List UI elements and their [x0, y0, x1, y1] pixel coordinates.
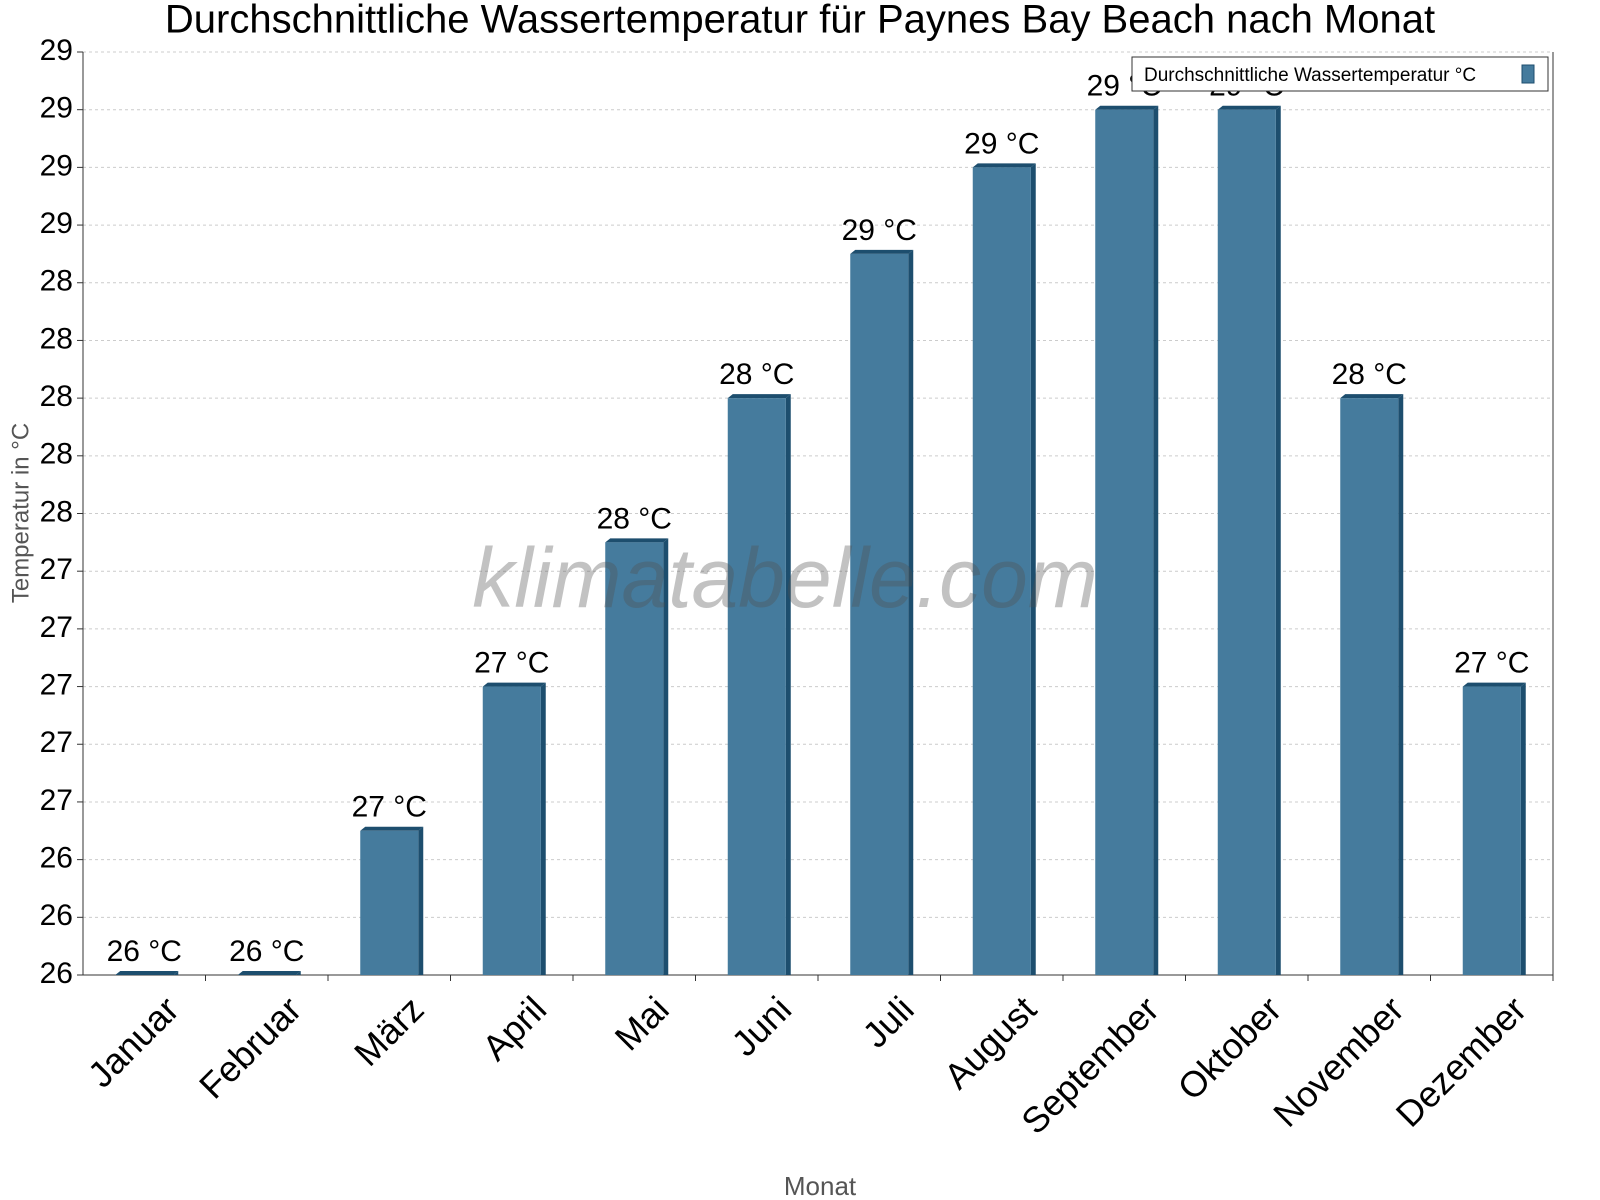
y-tick-label: 29 — [40, 34, 73, 67]
bar-top — [1095, 105, 1159, 110]
chart-title: Durchschnittliche Wassertemperatur für P… — [165, 0, 1435, 42]
x-tick-label: Dezember — [1388, 988, 1534, 1134]
y-tick-label: 28 — [40, 495, 73, 528]
value-label: 26 °C — [229, 935, 304, 968]
bar-side — [1398, 394, 1404, 975]
y-tick-label: 28 — [40, 322, 73, 355]
bar-side — [908, 249, 914, 975]
x-tick-label: August — [936, 988, 1044, 1096]
x-tick-label: April — [474, 988, 554, 1068]
legend-swatch — [1521, 64, 1535, 84]
watermark: klimatabelle.com — [472, 531, 1098, 625]
x-tick-label: Februar — [191, 988, 309, 1106]
value-label: 26 °C — [107, 935, 182, 968]
bar-top — [1340, 394, 1404, 399]
bar-side — [1275, 105, 1281, 975]
bar — [1340, 398, 1399, 975]
x-axis-label: Monat — [784, 1171, 857, 1200]
x-tick-label: November — [1265, 988, 1411, 1134]
value-label: 28 °C — [597, 502, 672, 535]
y-tick-label: 27 — [40, 553, 73, 586]
y-tick-label: 27 — [40, 726, 73, 759]
bar — [482, 686, 541, 975]
value-label: 28 °C — [719, 358, 794, 391]
y-axis-label: Temperatur in °C — [7, 423, 34, 603]
bar-top — [237, 971, 301, 975]
bar-side — [663, 538, 669, 975]
x-tick-label: Juli — [854, 988, 921, 1055]
bar-side — [1153, 105, 1159, 975]
value-label: 27 °C — [352, 791, 427, 824]
y-tick-label: 28 — [40, 265, 73, 298]
bar-top — [605, 538, 669, 543]
y-tick-label: 29 — [40, 149, 73, 182]
bar — [1217, 109, 1276, 975]
x-tick-label: Januar — [80, 988, 187, 1095]
bar-top — [1217, 105, 1281, 110]
value-label: 27 °C — [1454, 646, 1529, 679]
bar-top — [115, 971, 179, 975]
bar-top — [482, 682, 546, 687]
legend-box — [1131, 56, 1549, 92]
bar — [1462, 686, 1521, 975]
bar-top — [1462, 682, 1526, 687]
y-tick-label: 29 — [40, 92, 73, 125]
y-tick-label: 27 — [40, 784, 73, 817]
bar — [972, 167, 1031, 975]
bar-side — [540, 682, 546, 975]
bar-top — [727, 394, 791, 399]
value-label: 29 °C — [964, 127, 1039, 160]
bar-side — [1030, 163, 1036, 975]
bar — [360, 830, 419, 975]
y-tick-label: 27 — [40, 611, 73, 644]
bar-side — [785, 394, 791, 975]
x-tick-label: Oktober — [1170, 988, 1290, 1108]
legend-label: Durchschnittliche Wassertemperatur °C — [1144, 65, 1476, 86]
y-tick-label: 28 — [40, 380, 73, 413]
value-label: 28 °C — [1332, 358, 1407, 391]
y-tick-label: 29 — [40, 207, 73, 240]
y-tick-label: 27 — [40, 668, 73, 701]
x-tick-label: Juni — [723, 988, 799, 1064]
bar — [1095, 109, 1154, 975]
x-tick-label: März — [346, 988, 432, 1074]
x-tick-label: Mai — [607, 988, 677, 1058]
value-label: 29 °C — [842, 214, 917, 247]
bar-side — [418, 826, 424, 975]
bar — [727, 398, 786, 975]
bar-top — [850, 249, 914, 254]
bar — [850, 253, 909, 975]
value-label: 27 °C — [474, 646, 549, 679]
bar-top — [972, 163, 1036, 168]
bar-top — [360, 826, 424, 831]
y-tick-label: 26 — [40, 842, 73, 875]
y-tick-label: 26 — [40, 899, 73, 932]
y-tick-label: 26 — [40, 957, 73, 990]
bar — [605, 542, 664, 975]
bar-side — [1520, 682, 1526, 975]
y-tick-label: 28 — [40, 438, 73, 471]
